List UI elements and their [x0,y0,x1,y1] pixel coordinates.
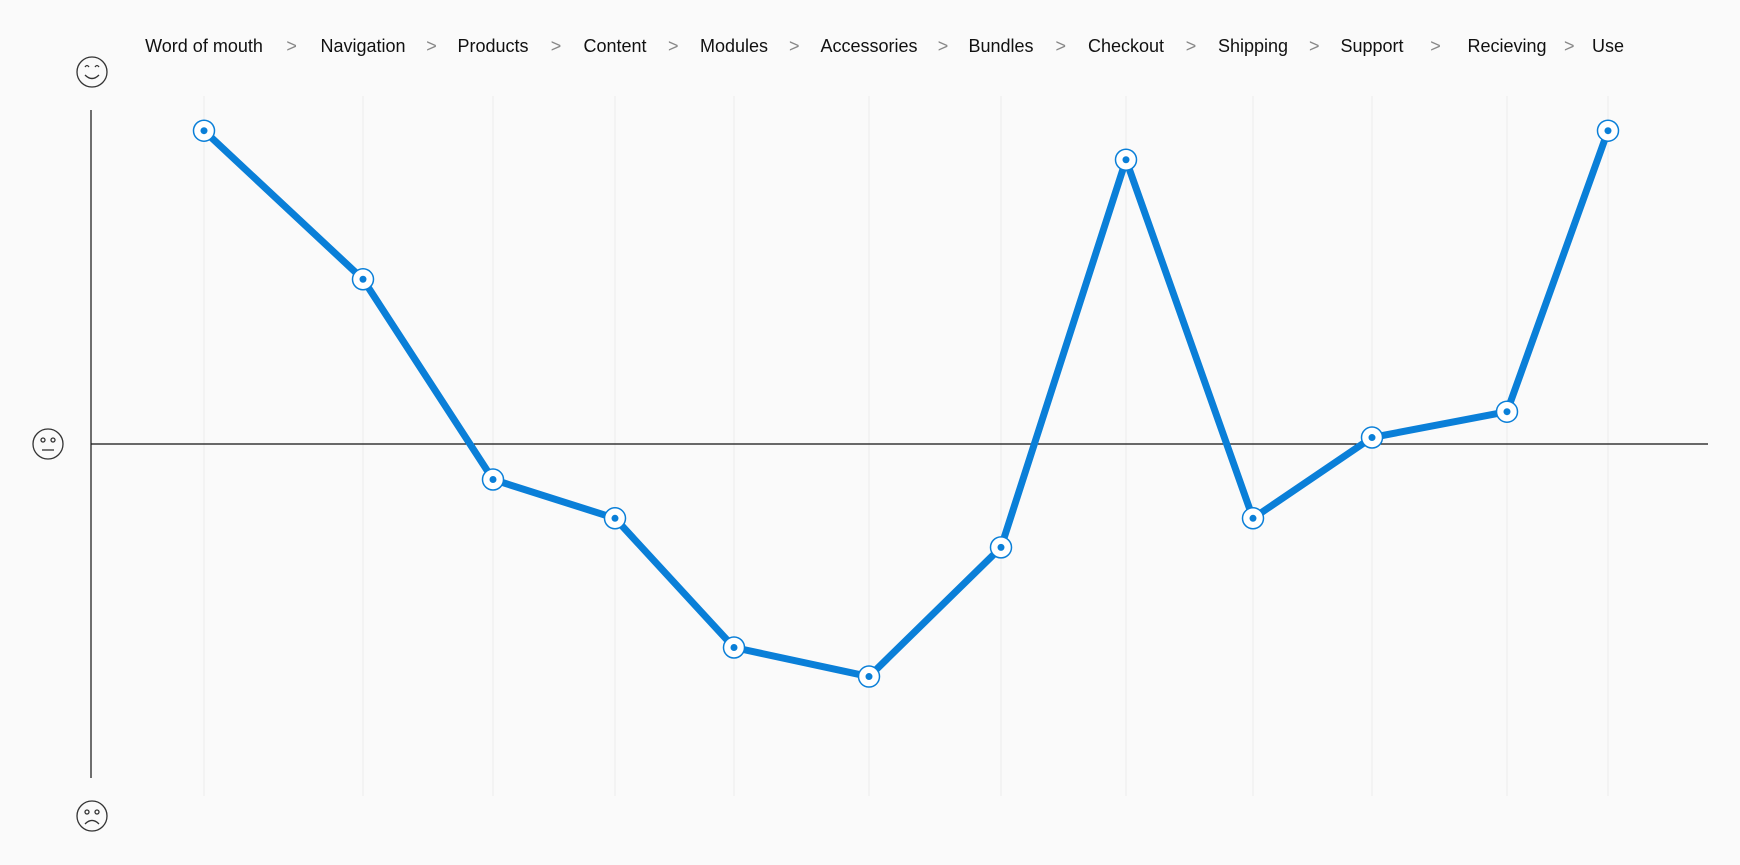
data-point-dot [730,643,738,651]
stage-label: Support [1340,36,1403,56]
data-point[interactable] [857,665,881,688]
series-line-path [200,127,1612,681]
data-point[interactable] [1360,426,1384,449]
data-point[interactable] [989,536,1013,559]
data-point-dot [1368,434,1376,442]
series-line [200,127,1612,681]
sad-face-icon [76,800,108,832]
data-point-dot [1249,514,1257,522]
grid-lines [203,96,1609,796]
stage-separator: > [551,36,562,56]
stage-label: Word of mouth [145,36,263,56]
series-points [192,119,1620,688]
data-point[interactable] [481,468,505,491]
stage-label: Shipping [1218,36,1288,56]
stage-label: Modules [700,36,768,56]
data-point-dot [489,476,497,484]
data-point[interactable] [603,507,627,530]
data-point-dot [1604,127,1612,135]
stage-separator: > [1309,36,1320,56]
data-point-dot [997,543,1005,551]
axes [90,110,1708,778]
data-point-dot [611,514,619,522]
stage-separator: > [1564,36,1575,56]
stage-label: Use [1592,36,1624,56]
data-point-dot [1122,156,1130,164]
data-point-dot [1503,408,1511,416]
data-point-dot [200,127,208,135]
data-point[interactable] [1241,507,1265,530]
stage-separator: > [938,36,949,56]
stage-label: Bundles [968,36,1033,56]
data-point[interactable] [722,636,746,659]
stage-label: Navigation [320,36,405,56]
stage-separator: > [789,36,800,56]
neutral-face-icon [32,428,64,460]
stage-label: Products [457,36,528,56]
happy-face-icon [76,56,108,88]
data-point[interactable] [1596,119,1620,142]
data-point-dot [359,275,367,283]
stage-labels: Word of mouth Navigation Products Content Mo… [145,36,1624,56]
data-point[interactable] [1495,400,1519,423]
stage-separator: > [286,36,297,56]
data-point[interactable] [192,119,216,142]
stage-separator: > [1186,36,1197,56]
data-point-dot [865,673,873,681]
data-point[interactable] [351,268,375,291]
stage-label: Content [583,36,646,56]
stage-separator: > [426,36,437,56]
data-point[interactable] [1114,148,1138,172]
stage-separator: > [1055,36,1066,56]
stage-label: Checkout [1088,36,1164,56]
stage-separator: > [1430,36,1441,56]
stage-separator: > [668,36,679,56]
stage-label: Recieving [1467,36,1546,56]
stage-label: Accessories [820,36,917,56]
